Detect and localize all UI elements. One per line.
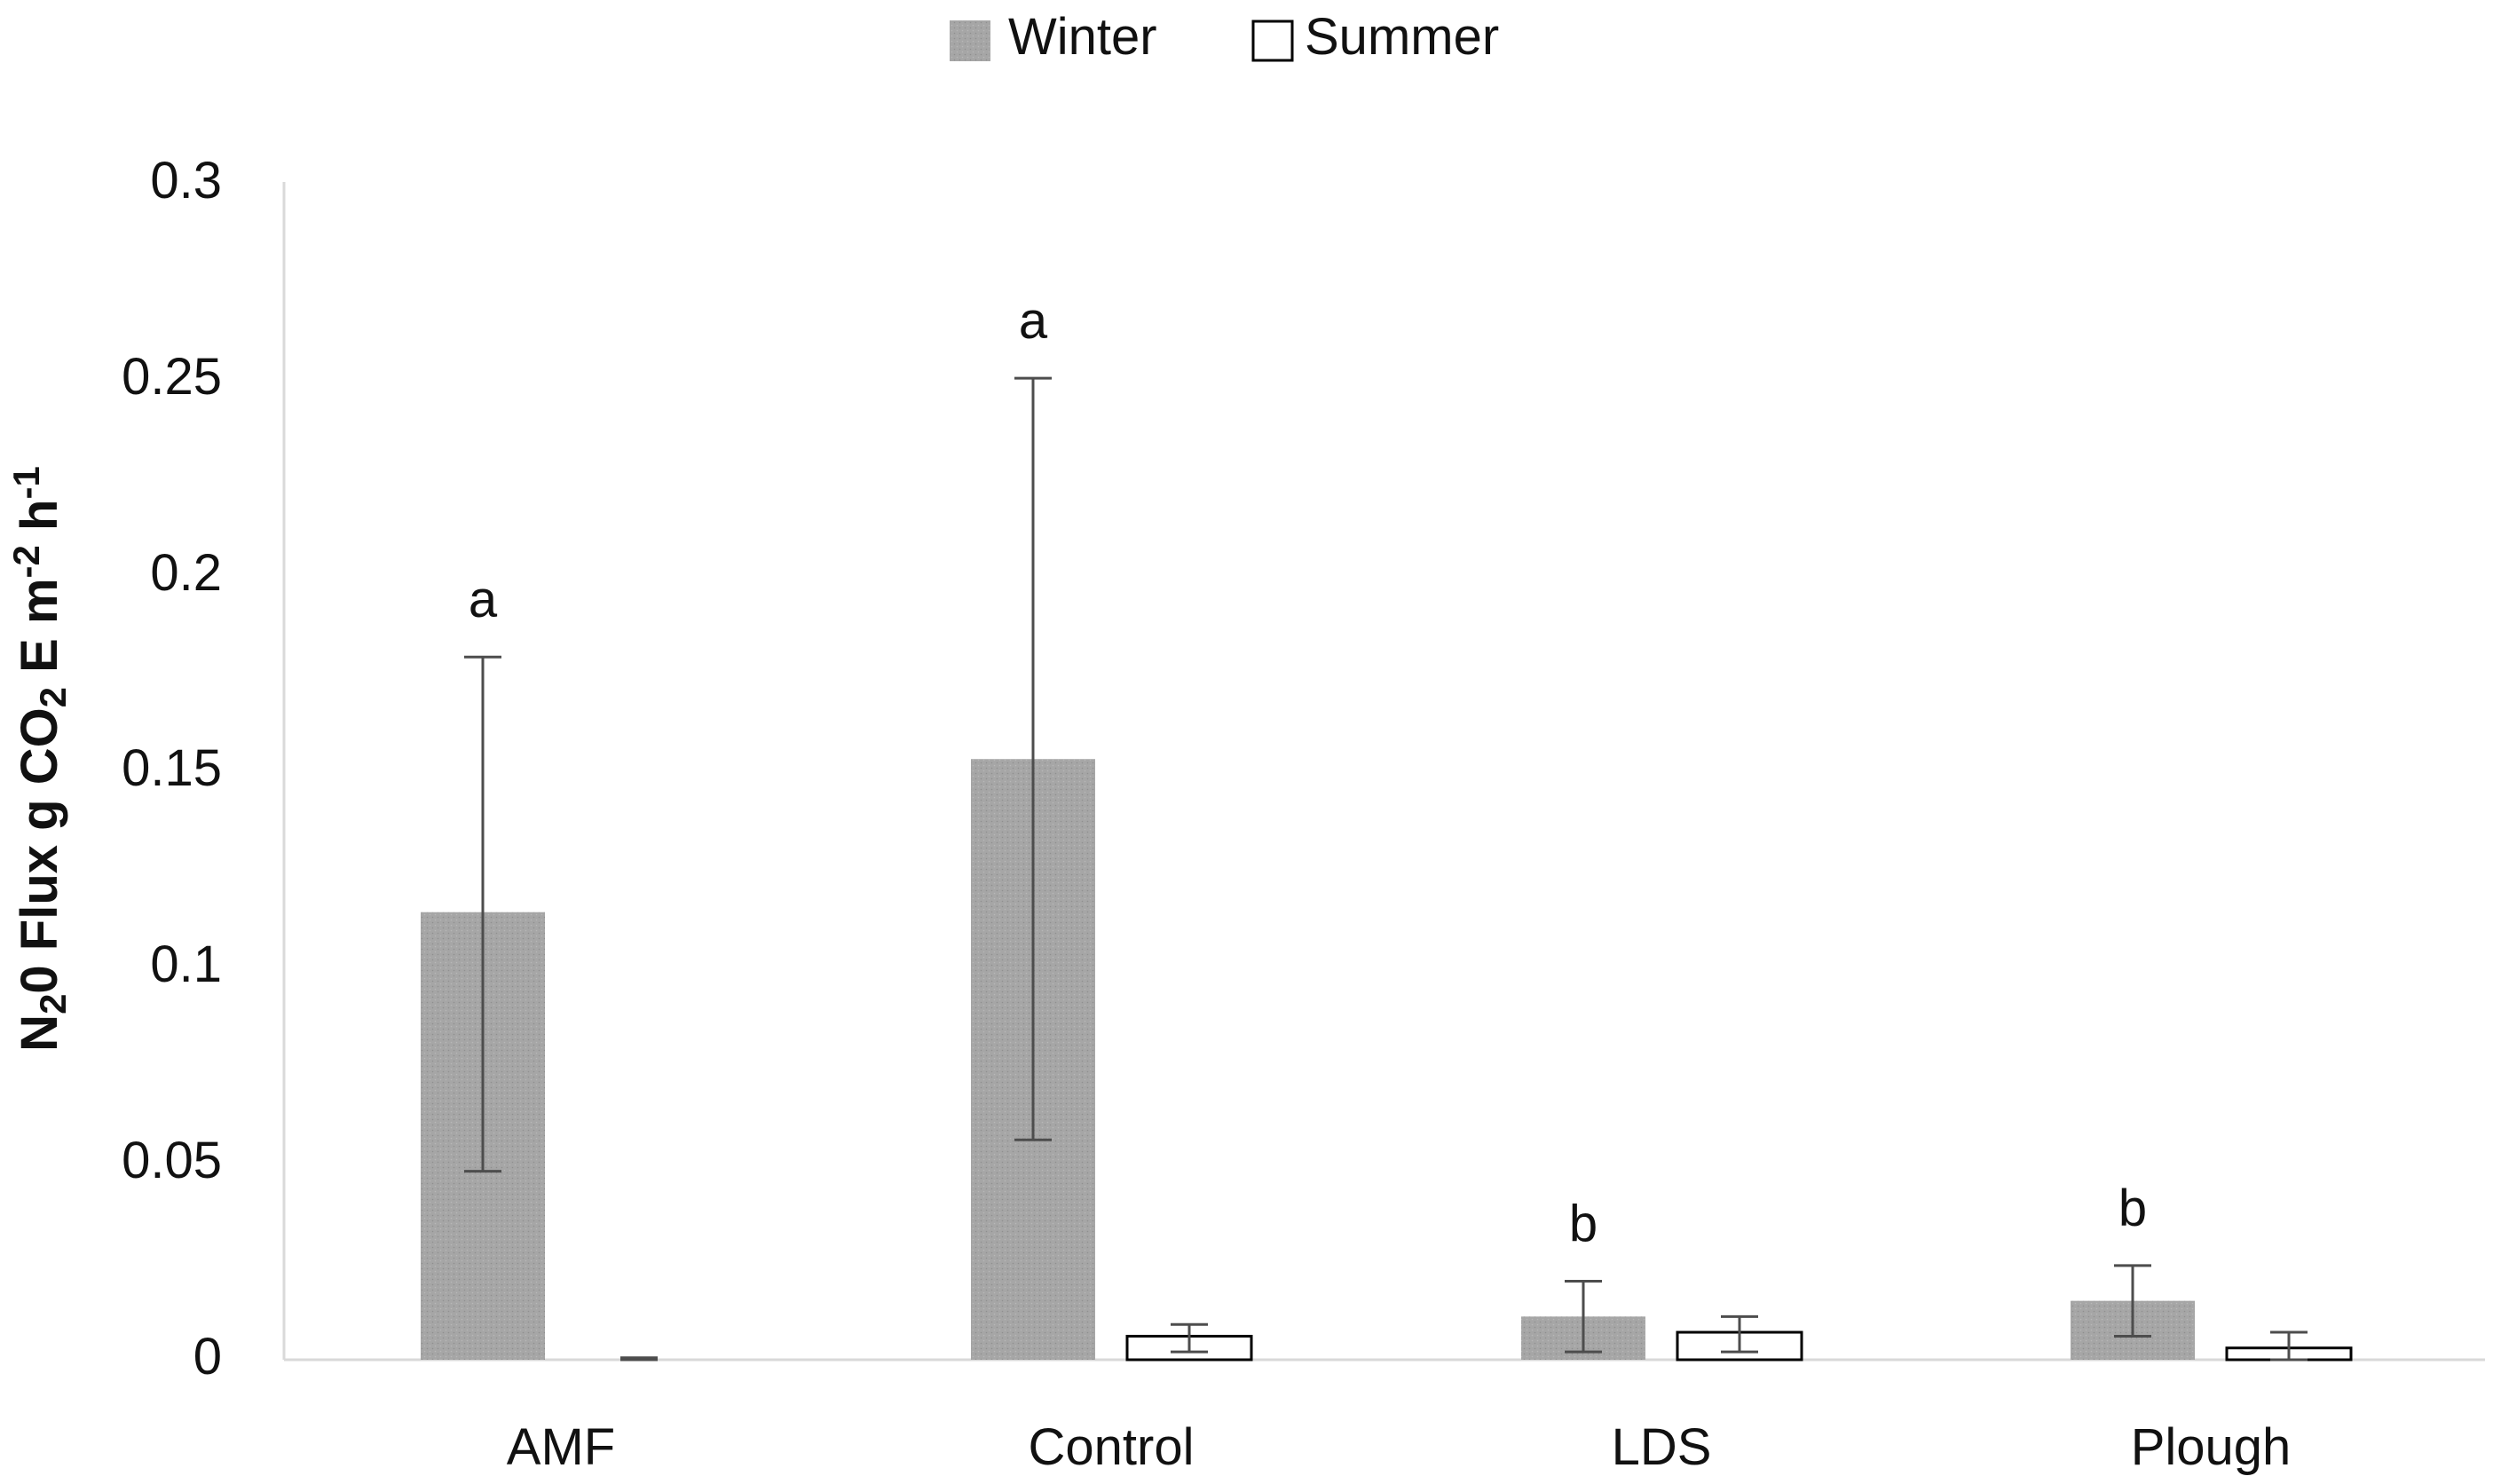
y-tick-label-0.1: 0.1 (150, 935, 222, 993)
y-axis-title-superscript-2: -1 (5, 466, 47, 499)
legend: Winter Summer (950, 8, 1499, 66)
x-tick-label-plough: Plough (2131, 1418, 2292, 1476)
legend-winter-swatch (950, 20, 990, 61)
y-axis-title-part-2: 0 Flux g CO (11, 707, 68, 993)
error-bar-amf-summer (620, 1356, 658, 1362)
y-tick-label-0.15: 0.15 (122, 739, 222, 797)
x-tick-label-lds: LDS (1612, 1418, 1712, 1476)
error-bars (464, 376, 2308, 1362)
error-bar-plough-winter (2114, 1264, 2151, 1338)
bars (421, 759, 2353, 1362)
y-axis-title: N20 Flux g CO2 E m-2 h-1 (5, 466, 74, 1052)
annotation-control: a (1019, 292, 1048, 350)
error-bar-plough-summer (2270, 1330, 2308, 1362)
error-bar-amf-winter (464, 655, 501, 1173)
y-axis-title-subscript-2: 2 (32, 687, 74, 707)
y-tick-label-0: 0 (193, 1328, 222, 1385)
y-axis-title-subscript-1: 2 (32, 994, 74, 1014)
error-bar-control-winter (1014, 376, 1052, 1141)
error-bar-lds-winter (1565, 1280, 1602, 1354)
error-bar-control-summer (1171, 1322, 1208, 1354)
significance-annotations: a a b b (469, 292, 2147, 1252)
annotation-lds: b (1569, 1196, 1598, 1253)
x-tick-label-amf: AMF (507, 1418, 615, 1476)
y-axis-title-part-4: h (11, 500, 68, 546)
axes (282, 182, 2485, 1362)
y-axis-title-part-3: E m (11, 578, 68, 687)
y-tick-label-0.2: 0.2 (150, 544, 222, 602)
legend-summer-swatch (1251, 20, 1294, 62)
annotation-amf: a (469, 571, 498, 628)
y-tick-label-0.3: 0.3 (150, 152, 222, 209)
x-axis-labels: AMF Control LDS Plough (507, 1418, 2292, 1476)
y-axis-ticks: 0 0.05 0.1 0.15 0.2 0.25 0.3 (122, 152, 222, 1385)
y-tick-label-0.05: 0.05 (122, 1132, 222, 1189)
legend-winter-label: Winter (1008, 8, 1157, 66)
y-tick-label-0.25: 0.25 (122, 348, 222, 406)
y-axis-title-part-1: N (11, 1014, 68, 1052)
y-axis-title-superscript-1: -2 (5, 545, 47, 578)
error-bar-lds-summer (1721, 1314, 1758, 1354)
y-axis-title-text: N20 Flux g CO2 E m-2 h-1 (5, 466, 74, 1052)
annotation-plough: b (2118, 1180, 2147, 1237)
x-tick-label-control: Control (1029, 1418, 1195, 1476)
legend-summer-label: Summer (1305, 8, 1499, 66)
